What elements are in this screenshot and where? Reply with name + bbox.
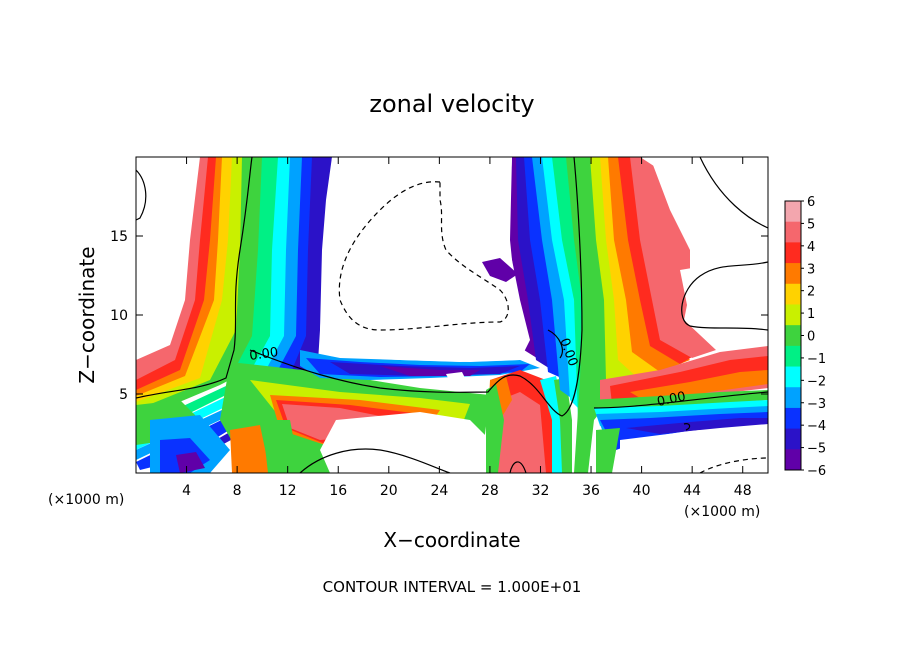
contour-lines: [136, 157, 768, 473]
y-axis-ticks: 5 10 15: [110, 229, 768, 403]
colorbar-label: −1: [807, 352, 826, 367]
contour-bottom-left: [299, 448, 451, 473]
contour-top-left: [136, 169, 147, 221]
chart-title: zonal velocity: [369, 90, 534, 118]
x-tick-label: 44: [683, 483, 701, 499]
colorbar-swatch: [785, 407, 801, 430]
x-tick-label: 8: [233, 483, 242, 499]
central-column: [486, 370, 572, 473]
colorbar-label: 2: [807, 285, 815, 300]
contour-interval-note: CONTOUR INTERVAL = 1.000E+01: [323, 578, 582, 596]
colorbar-label: 0: [807, 330, 815, 345]
zero-contour-middle: [249, 157, 583, 417]
dashed-negative-contour: [338, 181, 509, 331]
x-unit-left: (×1000 m): [48, 492, 124, 508]
colorbar-swatch: [785, 221, 801, 243]
x-tick-label: 36: [582, 483, 600, 499]
contour-right-loop: [681, 261, 768, 331]
y-tick-label: 10: [110, 308, 128, 324]
y-axis-label: Z−coordinate: [75, 246, 99, 383]
colorbar-label: 4: [807, 240, 815, 255]
upper-purple-blob: [482, 258, 518, 282]
x-tick-label: 4: [182, 483, 191, 499]
dashed-contour-bottom-right: [699, 457, 768, 473]
colorbar-label: 3: [807, 262, 815, 277]
colorbar-label: 5: [807, 217, 815, 232]
colorbar-label: −6: [807, 464, 826, 479]
contour-bottom-center: [509, 461, 527, 473]
y-tick-label: 5: [119, 387, 128, 403]
x-tick-label: 20: [380, 483, 398, 499]
colorbar-swatch: [785, 263, 801, 285]
zero-contour-right: [593, 391, 768, 409]
middle-blue-layer: [300, 350, 540, 382]
colorbar-swatch: [785, 325, 801, 347]
colorbar-swatch: [785, 201, 801, 223]
contour-label-left: 0.00: [248, 345, 279, 364]
contour-top-right: [699, 157, 768, 229]
colorbar-swatch: [785, 366, 801, 388]
colorbar-swatch: [785, 428, 801, 450]
colorbar-label: −4: [807, 419, 826, 434]
contour-label-right: 0.00: [656, 389, 687, 410]
colorbar-swatch: [785, 345, 801, 368]
colorbar-swatch: [785, 242, 801, 264]
y-tick-label: 15: [110, 229, 128, 245]
colorbar-swatch: [785, 283, 801, 305]
contour-right-inner: [547, 329, 563, 359]
colorbar: 6 5 4 3 2 1 0 −1 −2 −3 −4 −5 −6: [784, 195, 826, 479]
colorbar-label: 1: [807, 307, 815, 322]
x-tick-label: 12: [279, 483, 297, 499]
contour-small-loop: [683, 423, 691, 431]
colorbar-swatch: [785, 449, 801, 471]
x-unit-right: (×1000 m): [684, 504, 760, 520]
x-tick-label: 32: [532, 483, 550, 499]
colorbar-label: 6: [807, 195, 815, 210]
x-tick-label: 48: [734, 483, 752, 499]
x-tick-label: 24: [430, 483, 448, 499]
colorbar-label: −5: [807, 442, 826, 457]
x-tick-label: 16: [329, 483, 347, 499]
x-axis-label: X−coordinate: [383, 528, 520, 552]
zero-contour-left: [136, 157, 253, 399]
colorbar-label: −2: [807, 374, 826, 389]
colorbar-swatch: [785, 304, 801, 326]
central-calm-region: [320, 157, 530, 362]
colorbar-swatch: [785, 387, 801, 409]
x-tick-label: 28: [481, 483, 499, 499]
colorbar-label: −3: [807, 397, 826, 412]
x-tick-label: 40: [633, 483, 651, 499]
x-axis-ticks: 4 8 12 16 20 24 28 32 36 40 44 48: [182, 157, 752, 499]
plot-area: 0.00 0.00 0.00: [136, 157, 768, 473]
lower-green-region: [136, 362, 490, 473]
